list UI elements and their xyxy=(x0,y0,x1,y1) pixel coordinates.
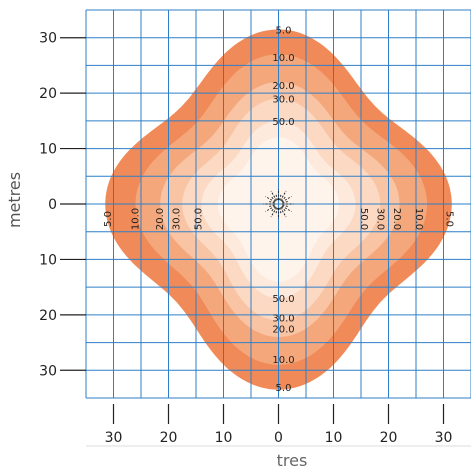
contour-label: 30.0 xyxy=(375,208,386,230)
contour-label: 5.0 xyxy=(103,211,114,227)
source-ray xyxy=(281,196,292,203)
source-ray xyxy=(265,205,276,212)
contour-label: 20.0 xyxy=(391,208,402,230)
contour-label: 20.0 xyxy=(155,208,166,230)
contour-label: 10.0 xyxy=(413,208,424,230)
source-ray xyxy=(282,200,290,204)
y-tick-label: 30 xyxy=(39,31,57,47)
y-tick-label: 30 xyxy=(39,363,57,379)
contour-label: 20.0 xyxy=(272,325,294,336)
source-ray xyxy=(270,190,277,201)
grid-lines xyxy=(85,9,471,399)
contour-label: 10.0 xyxy=(130,208,141,230)
source-ray xyxy=(270,195,277,202)
source-marker xyxy=(263,189,294,219)
y-tick-label: 20 xyxy=(39,308,57,324)
x-tick-label: 10 xyxy=(215,430,233,446)
source-ray xyxy=(275,207,278,215)
source-ray xyxy=(270,207,277,218)
y-tick-label: 10 xyxy=(39,252,57,268)
contour-label: 5.0 xyxy=(443,211,454,227)
contour-label: 50.0 xyxy=(272,294,294,305)
source-ray xyxy=(280,206,287,213)
contour-label: 5.0 xyxy=(276,383,292,394)
source-ray xyxy=(279,193,282,201)
source-ray xyxy=(281,205,292,212)
contour-label: 30.0 xyxy=(272,314,294,325)
source-ray xyxy=(282,204,290,208)
contour-label: 50.0 xyxy=(194,208,205,230)
x-tick-label: 10 xyxy=(325,430,343,446)
x-axis-label: tres xyxy=(277,451,308,470)
x-tick-label: 20 xyxy=(160,430,178,446)
contour-label: 20.0 xyxy=(272,81,294,92)
contour-label: 30.0 xyxy=(272,95,294,106)
contour-label: 10.0 xyxy=(272,53,294,64)
contour-label: 50.0 xyxy=(358,208,369,230)
x-tick-label: 20 xyxy=(380,430,398,446)
contour-label: 5.0 xyxy=(276,25,292,36)
contour-label: 50.0 xyxy=(272,117,294,128)
source-ray xyxy=(265,196,276,203)
contour-label: 30.0 xyxy=(172,208,183,230)
source-ray xyxy=(279,207,282,215)
source-ray xyxy=(270,206,277,213)
source-ray xyxy=(280,190,287,201)
source-ray xyxy=(280,195,287,202)
y-tick-label: 20 xyxy=(39,86,57,102)
x-tick-label: 30 xyxy=(435,430,453,446)
contour-label: 10.0 xyxy=(272,355,294,366)
source-ray xyxy=(267,200,275,204)
source-ray xyxy=(280,207,287,218)
source-ray xyxy=(275,193,278,201)
axes: 30 20 10 0 10 20 30 30 20 10 0 10 20 30 xyxy=(39,31,471,447)
y-axis-label: metres xyxy=(5,172,24,228)
contour-labels: 5.010.020.030.050.050.030.020.010.05.05.… xyxy=(103,25,455,394)
y-tick-label: 10 xyxy=(39,142,57,158)
x-tick-label: 30 xyxy=(105,430,123,446)
y-tick-label: 0 xyxy=(48,197,57,213)
x-tick-label: 0 xyxy=(274,430,283,446)
source-ray xyxy=(267,204,275,208)
